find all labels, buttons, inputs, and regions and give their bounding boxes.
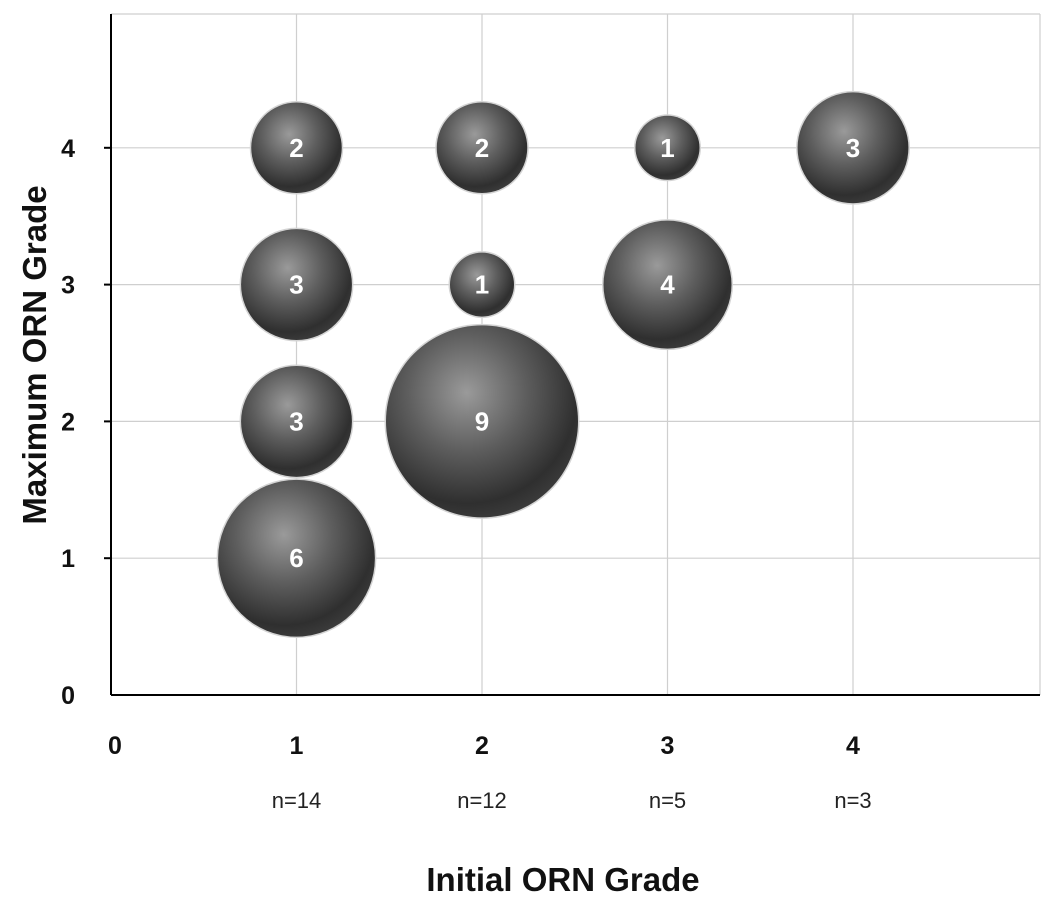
bubble-label-3-4: 1: [660, 133, 674, 163]
bubble-1-2: [241, 365, 352, 477]
y-tick-label-2: 2: [61, 408, 75, 436]
y-tick-label-1: 1: [61, 545, 75, 573]
bubble-1-1: [218, 479, 375, 637]
bubble-label-3-3: 4: [660, 270, 675, 300]
bubble-3-4: [635, 115, 700, 180]
bubble-3-3: [603, 220, 732, 349]
bubble-label-1-2: 3: [289, 406, 303, 436]
y-tick-label-4: 4: [61, 135, 75, 163]
bubble-label-4-4: 3: [846, 133, 860, 163]
bubble-2-2: [386, 325, 578, 518]
y-tick-label-3: 3: [61, 272, 75, 300]
x-tick-label-1: 1: [290, 732, 304, 760]
bubble-label-2-4: 2: [475, 133, 489, 163]
x-tick-label-0: 0: [108, 732, 122, 760]
bubble-1-4: [251, 102, 342, 194]
x-tick-count-2: n=12: [457, 788, 507, 813]
x-tick-count-3: n=5: [649, 788, 686, 813]
bubble-1-3: [241, 229, 352, 341]
x-tick-count-1: n=14: [272, 788, 322, 813]
bubble-2-4: [436, 102, 528, 194]
tick-labels: 0 1 2 3 4 0 1 2 3 4 n=14 n=12 n=5 n=3: [61, 135, 872, 813]
x-tick-label-2: 2: [475, 732, 489, 760]
bubble-label-2-2: 9: [475, 406, 489, 436]
bubble-2-3: [450, 252, 514, 317]
bubble-label-2-3: 1: [475, 270, 489, 300]
y-axis-title: Maximum ORN Grade: [16, 185, 53, 524]
bubble-4-4: [797, 92, 909, 204]
x-axis-title: Initial ORN Grade: [426, 861, 699, 897]
y-tick-label-0: 0: [61, 682, 75, 710]
bubble-label-1-3: 3: [289, 270, 303, 300]
x-tick-count-4: n=3: [834, 788, 871, 813]
bubble-label-1-1: 6: [289, 543, 303, 573]
x-tick-label-3: 3: [661, 732, 675, 760]
x-tick-label-4: 4: [846, 732, 860, 760]
bubble-label-1-4: 2: [289, 133, 303, 163]
bubbles: 2 2 1 3 3 1 4 3 9 6: [216, 90, 910, 639]
axes: [104, 14, 1040, 696]
